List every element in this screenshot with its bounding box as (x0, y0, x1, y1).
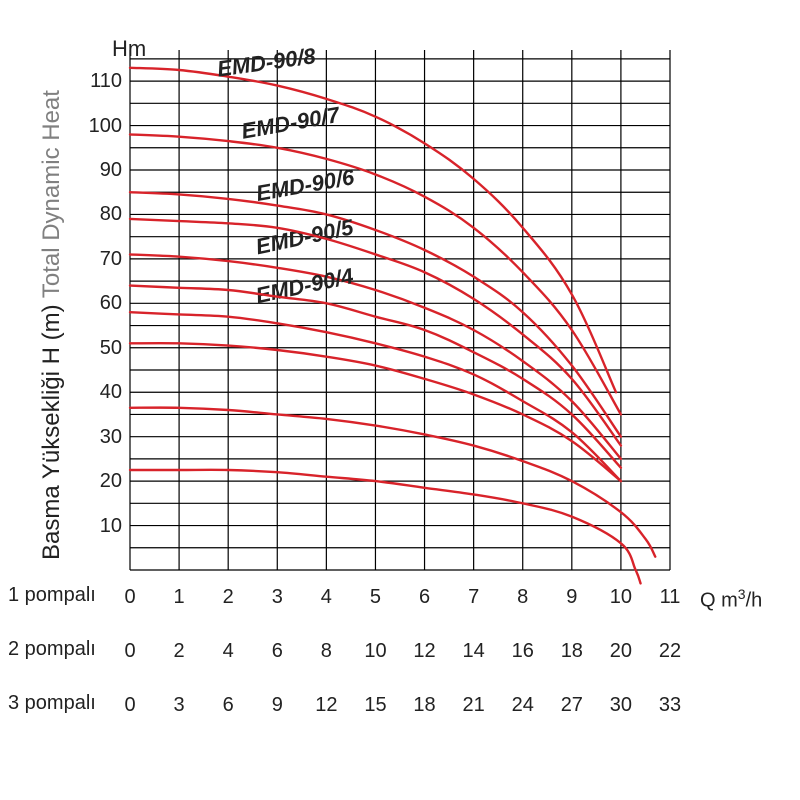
curve-label: EMD-90/5 (253, 214, 356, 259)
x-tick-label: 27 (556, 694, 588, 717)
y-axis-label: Basma Yüksekliği H (m) Total Dynamic Hea… (38, 90, 66, 560)
curve-label: EMD-90/7 (239, 102, 343, 144)
y-tick-label: 80 (80, 203, 122, 226)
x-tick-label: 18 (556, 640, 588, 663)
y-axis-unit: Hm (112, 36, 146, 62)
x-tick-label: 30 (605, 694, 637, 717)
x-tick-label: 22 (654, 640, 686, 663)
x-tick-label: 12 (310, 694, 342, 717)
x-axis-unit: Q m3/h (700, 586, 762, 613)
x-tick-label: 10 (359, 640, 391, 663)
x-tick-label: 6 (261, 640, 293, 663)
x-tick-label: 4 (212, 640, 244, 663)
x-tick-label: 18 (409, 694, 441, 717)
x-tick-label: 14 (458, 640, 490, 663)
x-tick-label: 0 (114, 694, 146, 717)
x-tick-label: 8 (310, 640, 342, 663)
x-axis-row-label: 2 pompalı (8, 638, 96, 661)
x-tick-label: 33 (654, 694, 686, 717)
x-tick-label: 5 (359, 586, 391, 609)
x-tick-label: 4 (310, 586, 342, 609)
curve-label: EMD-90/4 (253, 263, 355, 308)
y-tick-label: 110 (80, 70, 122, 93)
pump-curve (130, 470, 641, 584)
x-tick-label: 3 (163, 694, 195, 717)
x-axis-row-label: 1 pompalı (8, 584, 96, 607)
x-axis-row-label: 3 pompalı (8, 692, 96, 715)
x-tick-label: 1 (163, 586, 195, 609)
y-tick-label: 90 (80, 159, 122, 182)
x-tick-label: 8 (507, 586, 539, 609)
x-tick-label: 21 (458, 694, 490, 717)
x-tick-label: 11 (654, 586, 686, 609)
x-tick-label: 0 (114, 586, 146, 609)
x-tick-label: 16 (507, 640, 539, 663)
x-tick-label: 2 (212, 586, 244, 609)
curve-label: EMD-90/8 (216, 43, 318, 82)
y-tick-label: 20 (80, 470, 122, 493)
y-tick-label: 100 (80, 115, 122, 138)
y-tick-label: 10 (80, 515, 122, 538)
x-tick-label: 15 (359, 694, 391, 717)
x-tick-label: 24 (507, 694, 539, 717)
y-tick-label: 70 (80, 248, 122, 271)
x-tick-label: 20 (605, 640, 637, 663)
x-tick-label: 3 (261, 586, 293, 609)
y-tick-label: 60 (80, 292, 122, 315)
x-tick-label: 0 (114, 640, 146, 663)
x-tick-label: 10 (605, 586, 637, 609)
y-tick-label: 40 (80, 381, 122, 404)
x-tick-label: 9 (261, 694, 293, 717)
x-tick-label: 12 (409, 640, 441, 663)
y-tick-label: 50 (80, 337, 122, 360)
x-tick-label: 7 (458, 586, 490, 609)
x-tick-label: 9 (556, 586, 588, 609)
y-tick-label: 30 (80, 426, 122, 449)
x-tick-label: 2 (163, 640, 195, 663)
x-tick-label: 6 (409, 586, 441, 609)
x-tick-label: 6 (212, 694, 244, 717)
